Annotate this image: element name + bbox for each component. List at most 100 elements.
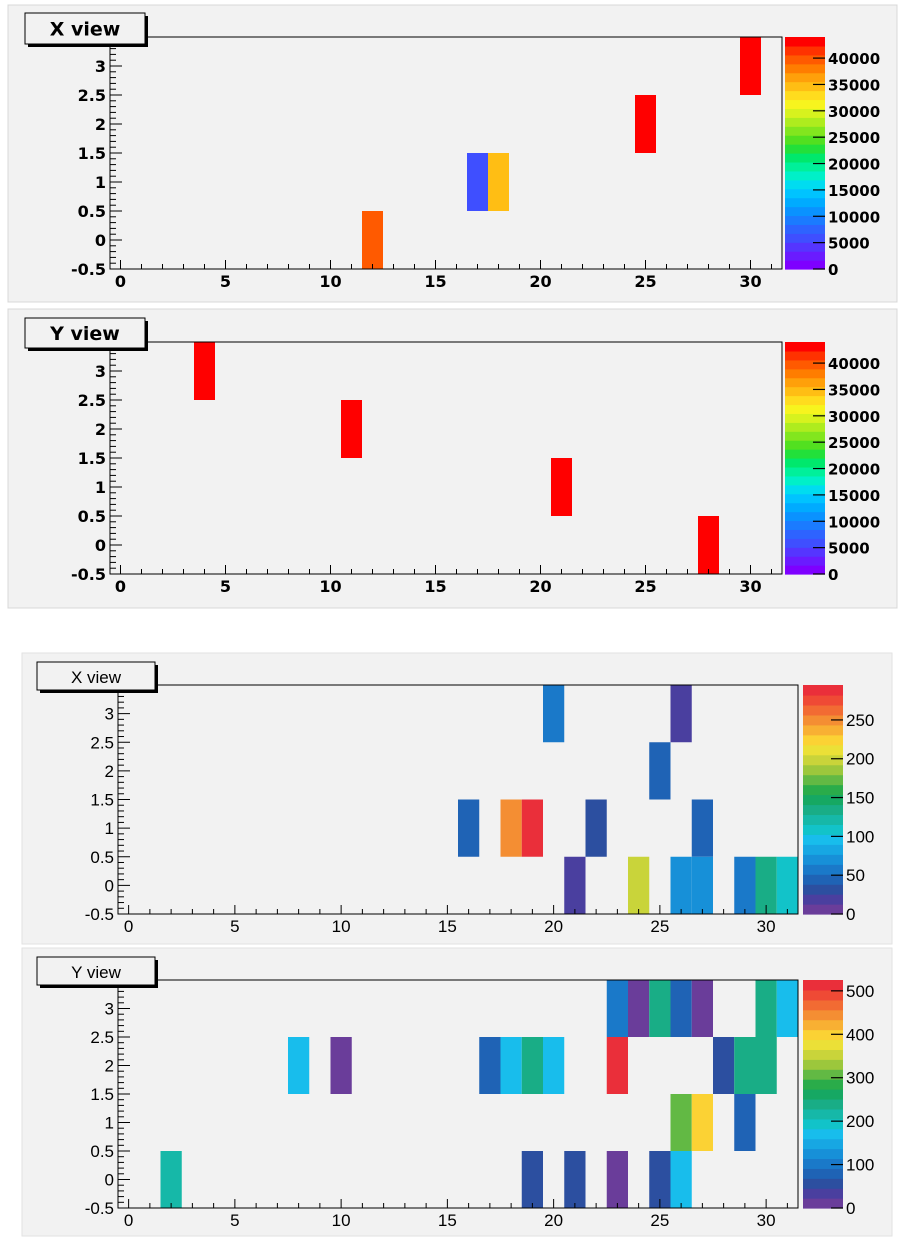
heatmap-cell-26 xyxy=(670,1151,692,1208)
palette-swatch xyxy=(785,233,825,243)
palette-swatch xyxy=(785,422,825,432)
x-tick-label: 10 xyxy=(319,272,341,291)
y-tick-label: 1.5 xyxy=(78,144,106,163)
palette-swatch xyxy=(785,170,825,181)
heatmap-cell-7 xyxy=(585,799,607,857)
x-tick-label: 15 xyxy=(424,577,446,596)
heatmap-cell-6 xyxy=(521,799,543,857)
y-tick-label: 2.5 xyxy=(78,391,106,410)
palette-tick-label: 400 xyxy=(846,1025,874,1044)
x-tick-label: 0 xyxy=(124,1211,133,1230)
palette-tick-label: 5000 xyxy=(828,235,870,253)
palette-swatch xyxy=(803,685,843,696)
x-tick-label: 5 xyxy=(230,917,239,936)
heatmap-cell-12 xyxy=(521,1037,543,1094)
palette-tick-label: 250 xyxy=(846,711,874,730)
palette-swatch xyxy=(785,224,825,234)
heatmap-cell-22 xyxy=(521,1151,543,1208)
palette-swatch xyxy=(803,764,843,776)
palette-tick-label: 35000 xyxy=(828,381,880,399)
y-tick-label: 2.5 xyxy=(90,733,114,752)
palette-swatch xyxy=(785,117,825,127)
palette-swatch xyxy=(785,90,825,101)
heatmap-cell-4 xyxy=(635,95,656,153)
y-tick-label: 3 xyxy=(105,1000,114,1019)
palette-swatch xyxy=(803,894,843,905)
x-tick-label: 25 xyxy=(634,577,656,596)
palette-tick-label: 50 xyxy=(846,866,865,885)
heatmap-cell-20 xyxy=(734,1094,756,1151)
palette-swatch xyxy=(803,784,843,796)
y-tick-label: 2 xyxy=(95,420,106,439)
palette-swatch xyxy=(785,404,825,414)
heatmap-cell-4 xyxy=(458,799,480,857)
palette-tick-label: 40000 xyxy=(828,355,880,373)
x-tick-label: 5 xyxy=(220,577,231,596)
palette-tick-label: 0 xyxy=(846,905,855,924)
y-tick-label: 1.5 xyxy=(78,449,106,468)
x-tick-label: 25 xyxy=(634,272,656,291)
palette-swatch xyxy=(785,511,825,522)
palette-swatch xyxy=(803,980,843,991)
palette-swatch xyxy=(785,45,825,56)
heatmap-cell-14 xyxy=(755,856,777,914)
palette-swatch xyxy=(785,520,825,530)
x-tick-label: 20 xyxy=(529,577,551,596)
palette-tick-label: 30000 xyxy=(828,103,880,121)
heatmap-cell-17 xyxy=(755,1037,777,1094)
palette-swatch xyxy=(803,804,843,816)
chart-title: Y view xyxy=(71,963,121,982)
chart-title: X view xyxy=(50,19,121,41)
palette-swatch xyxy=(785,529,825,539)
palette-swatch xyxy=(785,135,825,145)
palette-swatch xyxy=(785,260,825,270)
palette-swatch xyxy=(785,377,825,388)
heatmap-cell-7 xyxy=(776,980,798,1037)
y-tick-label: 2.5 xyxy=(78,86,106,105)
y-tick-label: 2 xyxy=(95,115,106,134)
y-tick-label: 2 xyxy=(105,1057,114,1076)
palette-swatch xyxy=(803,734,843,746)
palette-swatch xyxy=(785,547,825,557)
palette-swatch xyxy=(803,714,843,726)
palette-swatch xyxy=(803,864,843,875)
palette-swatch xyxy=(803,1128,843,1140)
palette-swatch xyxy=(803,1079,843,1090)
heatmap-cell-24 xyxy=(606,1151,628,1208)
x-tick-label: 20 xyxy=(544,917,563,936)
palette-swatch xyxy=(803,1198,843,1209)
x-tick-label: 30 xyxy=(757,917,776,936)
x-tick-label: 30 xyxy=(757,1211,776,1230)
palette-swatch xyxy=(785,386,825,397)
palette-tick-label: 100 xyxy=(846,827,874,846)
heatmap-cell-2 xyxy=(467,153,488,211)
x-tick-label: 20 xyxy=(544,1211,563,1230)
heatmap-cell-3 xyxy=(551,458,572,516)
palette-swatch xyxy=(803,1019,843,1031)
heatmap-cell-5 xyxy=(691,980,713,1037)
heatmap-cell-19 xyxy=(691,1094,713,1151)
palette-swatch xyxy=(785,179,825,190)
palette-swatch xyxy=(803,1188,843,1199)
palette-swatch xyxy=(785,63,825,74)
palette-swatch xyxy=(803,774,843,786)
heatmap-cell-1 xyxy=(543,685,565,743)
palette-tick-label: 10000 xyxy=(828,513,880,531)
palette-swatch xyxy=(803,824,843,835)
heatmap-cell-5 xyxy=(500,799,522,857)
y-tick-label: 0 xyxy=(95,231,106,250)
palette-tick-label: 25000 xyxy=(828,129,880,147)
palette-swatch xyxy=(803,1138,843,1150)
pad-background xyxy=(7,4,898,303)
heatmap-cell-8 xyxy=(691,799,713,857)
heatmap-cell-11 xyxy=(500,1037,522,1094)
y-tick-label: 3 xyxy=(95,362,106,381)
x-tick-label: 30 xyxy=(739,272,761,291)
palette-swatch xyxy=(803,1158,843,1169)
palette-swatch xyxy=(785,144,825,154)
heatmap-cell-2 xyxy=(628,980,650,1037)
heatmap-cell-10 xyxy=(628,856,650,914)
palette-swatch xyxy=(785,81,825,92)
heatmap-cell-6 xyxy=(755,980,777,1037)
y-tick-label: 0 xyxy=(105,876,114,895)
